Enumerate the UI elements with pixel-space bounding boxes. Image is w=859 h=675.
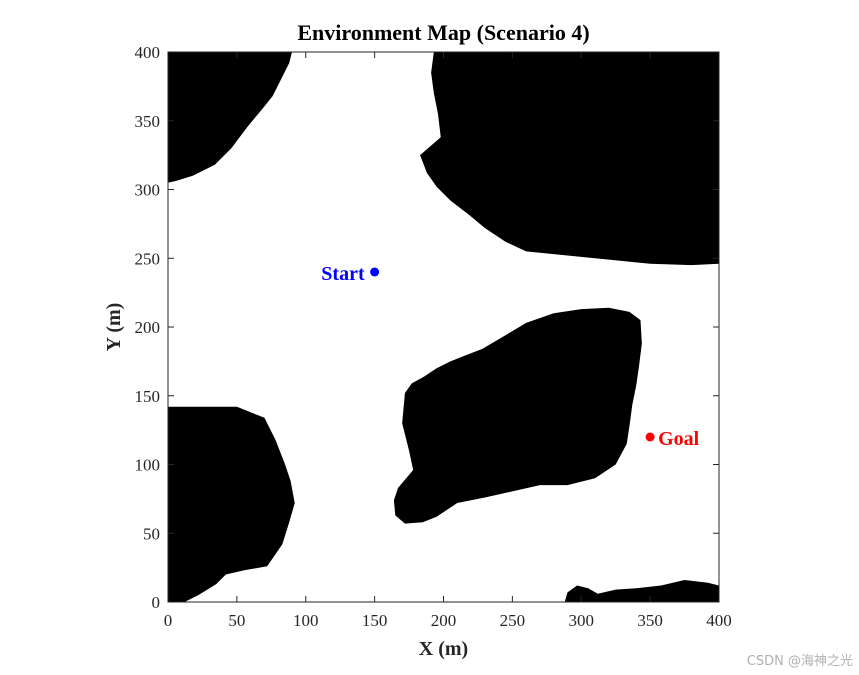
x-tick-label: 250: [500, 611, 526, 630]
obstacles-group: [168, 52, 719, 602]
y-tick-label: 50: [143, 524, 160, 543]
y-tick-label: 200: [135, 318, 161, 337]
y-tick-label: 250: [135, 249, 161, 268]
points-group: Start Goal: [321, 263, 699, 450]
x-tick-label: 0: [164, 611, 173, 630]
goal-marker: [645, 432, 655, 442]
obstacle-1: [168, 52, 292, 183]
x-tick-label: 150: [362, 611, 388, 630]
x-tick-label: 100: [293, 611, 319, 630]
obstacle-5: [564, 580, 719, 602]
obstacle-3: [393, 307, 642, 524]
y-tick-label: 350: [135, 112, 161, 131]
goal-label: Goal: [658, 428, 700, 450]
start-label: Start: [321, 263, 365, 285]
ticks-group: 0 50 100 150 200 250 300 350 400 0 50 100 150 200 250 3…: [135, 43, 732, 630]
x-tick-label: 200: [431, 611, 457, 630]
y-tick-label: 150: [135, 387, 161, 406]
x-axis-label: X (m): [419, 638, 468, 660]
y-axis-label: Y (m): [103, 303, 125, 352]
y-tick-label: 300: [135, 181, 161, 200]
y-tick-label: 0: [152, 593, 161, 612]
plot-area: 0 50 100 150 200 250 300 350 400 0 50 100 150 200 250 3…: [135, 43, 732, 630]
watermark: CSDN @海神之光: [746, 654, 853, 669]
obstacle-2: [420, 52, 719, 266]
x-tick-label: 350: [637, 611, 663, 630]
obstacle-4: [168, 406, 295, 602]
start-marker: [370, 267, 380, 277]
y-tick-label: 400: [135, 43, 161, 62]
x-tick-label: 400: [706, 611, 732, 630]
chart-title: Environment Map (Scenario 4): [297, 20, 589, 45]
y-tick-label: 100: [135, 456, 161, 475]
x-tick-label: 300: [569, 611, 595, 630]
x-tick-label: 50: [228, 611, 245, 630]
